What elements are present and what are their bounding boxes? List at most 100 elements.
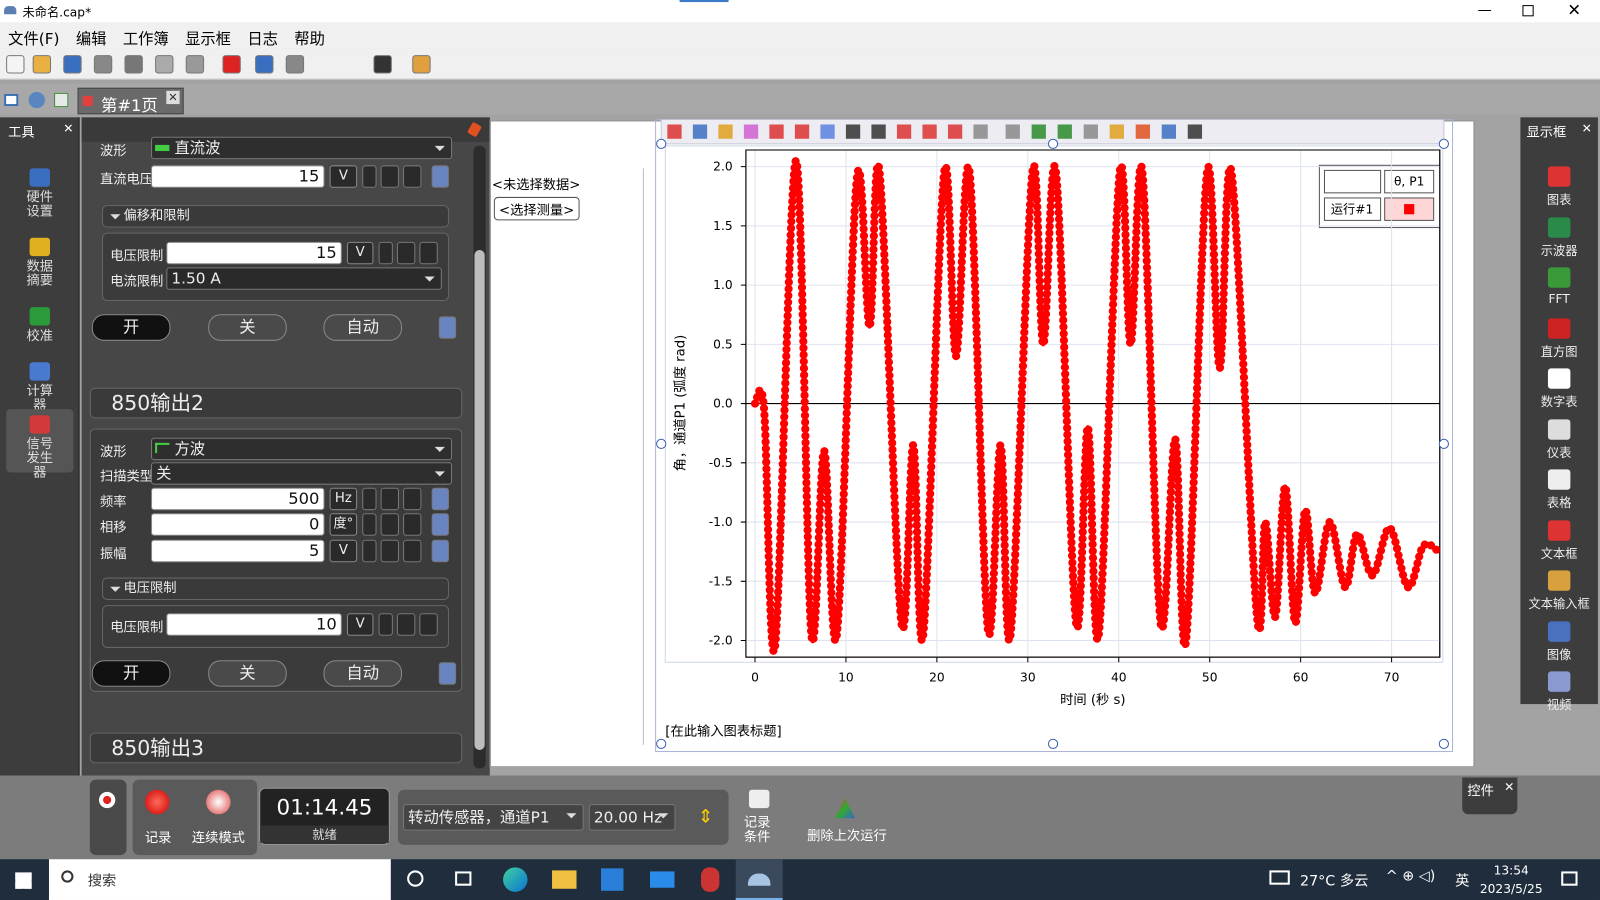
toolbar-button[interactable] (93, 55, 113, 74)
graph-tool[interactable] (820, 124, 835, 139)
display-icon[interactable] (1547, 620, 1571, 642)
number-input[interactable]: 10 (166, 613, 342, 636)
resize-handle[interactable] (656, 738, 667, 749)
unit-select[interactable]: Hz (329, 487, 358, 511)
graph-tool[interactable] (845, 124, 861, 139)
resize-handle[interactable] (1047, 138, 1059, 149)
clock-date[interactable]: 2023/5/25 (1479, 881, 1543, 896)
graph-tool[interactable] (769, 124, 784, 139)
ramp-button[interactable] (380, 513, 399, 536)
toolbar-button[interactable] (63, 55, 82, 74)
graph-tool[interactable] (947, 124, 963, 139)
display-label[interactable]: 文本框 (1540, 546, 1578, 561)
spinner[interactable] (362, 487, 377, 511)
ramp-button[interactable] (403, 165, 422, 188)
menu-item[interactable]: 文件(F) (8, 29, 60, 48)
graph-tool[interactable] (922, 124, 937, 139)
menu-item[interactable]: 日志 (247, 29, 278, 48)
capstone-task[interactable] (735, 859, 783, 900)
section-title[interactable]: 850输出2 (89, 387, 463, 419)
unit-select[interactable]: V (346, 613, 374, 636)
on-button[interactable]: 开 (91, 314, 171, 341)
tab-close[interactable]: ✕ (166, 90, 180, 105)
ramp-button[interactable] (419, 613, 438, 636)
display-icon[interactable] (1547, 469, 1571, 490)
tool-icon[interactable] (29, 168, 50, 187)
tools-close[interactable]: ✕ (63, 121, 74, 136)
start-button[interactable] (15, 872, 32, 889)
notifications[interactable] (1561, 871, 1578, 886)
section-title[interactable]: 850输出3 (89, 732, 463, 764)
unit-select[interactable]: V (329, 539, 358, 563)
menu-item[interactable]: 显示框 (185, 29, 232, 48)
resize-handle[interactable] (1047, 738, 1059, 749)
number-input[interactable]: 15 (166, 241, 342, 265)
ramp-button[interactable] (380, 165, 399, 188)
spinner[interactable] (378, 613, 393, 636)
calc-button[interactable] (438, 316, 457, 339)
display-label[interactable]: 表格 (1546, 495, 1572, 511)
record-button[interactable] (144, 789, 170, 815)
ramp-button[interactable] (396, 241, 416, 265)
waveform-dropdown[interactable]: 直流波 (151, 136, 453, 160)
toolbar-button[interactable] (285, 55, 305, 74)
display-icon[interactable] (1547, 671, 1571, 692)
off-button[interactable]: 关 (208, 660, 287, 687)
record-conditions-icon[interactable] (741, 788, 782, 819)
tool-icon[interactable] (29, 307, 50, 326)
calc-button[interactable] (431, 165, 449, 188)
toolbar-button[interactable] (155, 55, 174, 74)
display-label[interactable]: 示波器 (1540, 243, 1578, 258)
graph-tool[interactable] (1109, 124, 1124, 139)
calc-button[interactable] (431, 487, 449, 511)
unit-select[interactable]: 度° (329, 513, 358, 536)
display-label[interactable]: FFT (1548, 291, 1570, 307)
mail[interactable] (649, 871, 675, 888)
page-tab[interactable]: 第#1页 ✕ (77, 87, 184, 115)
graph-tool[interactable] (1161, 124, 1177, 139)
graph-tool[interactable] (718, 124, 733, 139)
auto-button[interactable]: 自动 (323, 314, 403, 341)
graph-tool[interactable] (1031, 124, 1046, 139)
resize-handle[interactable] (1438, 438, 1449, 449)
mode-icon[interactable] (98, 791, 116, 809)
resize-handle[interactable] (1438, 138, 1449, 149)
toolbar-button[interactable] (124, 55, 143, 74)
tool-icon[interactable] (29, 362, 50, 381)
auto-button[interactable]: 自动 (323, 660, 403, 687)
graph-tool[interactable] (743, 124, 759, 139)
graph-tool[interactable] (896, 124, 912, 139)
toolbar-button[interactable] (185, 55, 205, 74)
graph-tool[interactable] (973, 124, 988, 139)
menu-item[interactable]: 编辑 (75, 29, 107, 48)
maximize-button[interactable] (1522, 5, 1534, 17)
number-input[interactable]: 0 (151, 513, 325, 536)
spinner[interactable] (378, 241, 393, 265)
menu-item[interactable]: 帮助 (294, 29, 325, 48)
mode-button[interactable] (206, 789, 231, 815)
sample-rate[interactable]: 20.00 Hz (588, 804, 676, 831)
ime[interactable]: 英 (1455, 873, 1470, 890)
delete-last-run[interactable]: 删除上次运行 (807, 828, 887, 844)
ramp-button[interactable] (403, 513, 422, 536)
display-icon[interactable] (1547, 570, 1571, 591)
display-icon[interactable] (1547, 166, 1571, 187)
off-button[interactable]: 关 (208, 314, 287, 341)
display-label[interactable]: 图表 (1546, 192, 1572, 208)
ramp-button[interactable] (403, 487, 422, 511)
sensor-dropdown[interactable]: 转动传感器，通道P1 (403, 804, 584, 831)
resize-handle[interactable] (1438, 738, 1449, 749)
toolbar-button[interactable] (412, 55, 431, 74)
displays-close[interactable]: ✕ (1581, 121, 1592, 136)
controls-close[interactable]: ✕ (1504, 779, 1515, 794)
ramp-button[interactable] (419, 241, 438, 265)
calc-button[interactable] (431, 513, 449, 536)
tool-icon[interactable] (29, 237, 50, 257)
display-label[interactable]: 仪表 (1546, 445, 1572, 460)
tool-label[interactable]: 校准 (26, 328, 54, 344)
section-header[interactable]: 偏移和限制 (102, 205, 449, 228)
calc-button[interactable] (438, 662, 457, 685)
display-icon[interactable] (1547, 519, 1571, 541)
toolbar-button[interactable] (255, 55, 274, 74)
tray-icons[interactable]: ^ ⊕ ◁) (1385, 868, 1436, 885)
